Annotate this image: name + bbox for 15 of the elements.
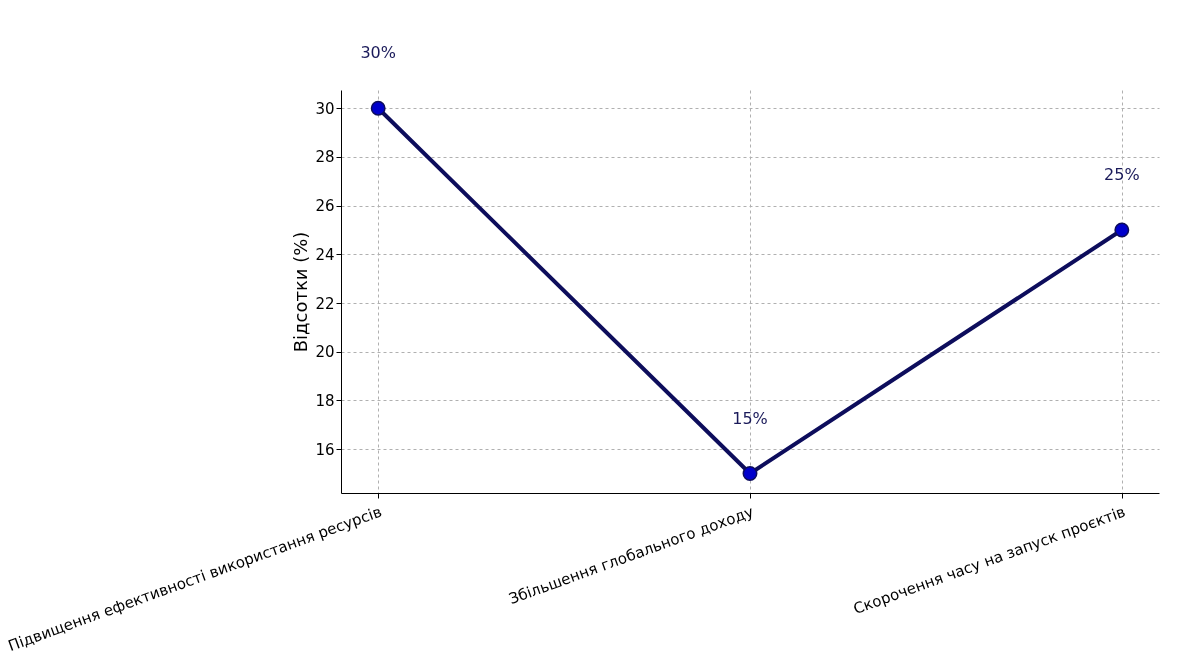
data-label: 25% bbox=[1104, 165, 1140, 185]
y-tick-label: 18 bbox=[315, 391, 335, 410]
y-tick-label: 16 bbox=[315, 440, 335, 459]
point bbox=[370, 100, 386, 116]
y-tick-label: 26 bbox=[315, 197, 335, 216]
y-tick-label: 28 bbox=[315, 148, 335, 167]
y-tick-label: 22 bbox=[315, 294, 335, 313]
point bbox=[1114, 222, 1130, 238]
data-label: 15% bbox=[732, 408, 768, 428]
data-label: 30% bbox=[360, 43, 396, 63]
point bbox=[742, 466, 758, 481]
y-axis-title: Відсотки (%) bbox=[290, 231, 312, 353]
y-tick-label: 20 bbox=[315, 343, 335, 362]
y-tick-label: 30 bbox=[315, 99, 335, 118]
y-tick-label: 24 bbox=[315, 245, 335, 264]
